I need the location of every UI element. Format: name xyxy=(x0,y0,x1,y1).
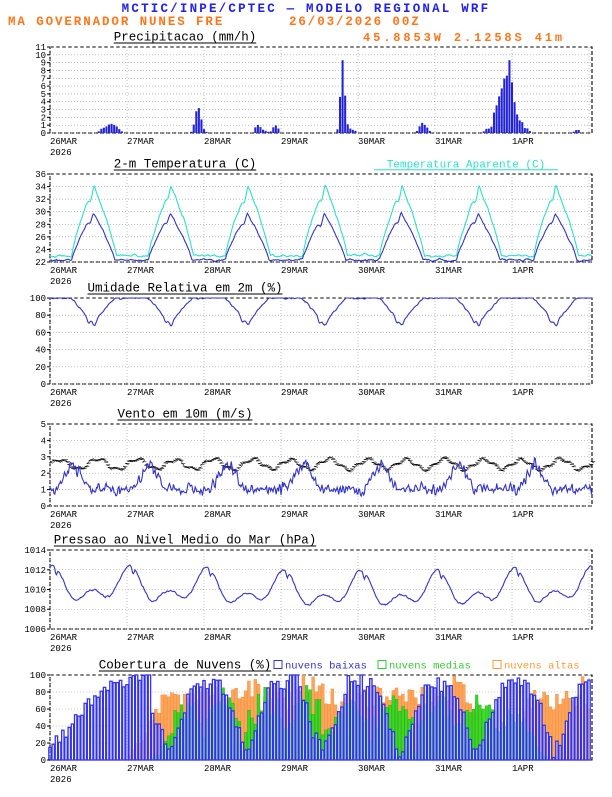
svg-text:nuvens baixas: nuvens baixas xyxy=(285,661,367,673)
svg-text:28MAR: 28MAR xyxy=(204,388,232,398)
svg-text:1006: 1006 xyxy=(24,625,46,635)
svg-text:1014: 1014 xyxy=(24,546,46,556)
svg-text:31MAR: 31MAR xyxy=(435,633,463,643)
svg-text:30MAR: 30MAR xyxy=(358,764,386,774)
svg-text:28MAR: 28MAR xyxy=(204,266,232,276)
svg-text:2026: 2026 xyxy=(50,148,72,158)
svg-text:29MAR: 29MAR xyxy=(281,510,309,520)
svg-text:30MAR: 30MAR xyxy=(358,510,386,520)
svg-text:29MAR: 29MAR xyxy=(281,633,309,643)
svg-text:11: 11 xyxy=(35,43,46,53)
svg-text:31MAR: 31MAR xyxy=(435,137,463,147)
svg-text:2026: 2026 xyxy=(50,775,72,785)
svg-text:100: 100 xyxy=(30,671,46,681)
svg-text:1APR: 1APR xyxy=(512,633,534,643)
svg-text:1APR: 1APR xyxy=(512,764,534,774)
svg-text:31MAR: 31MAR xyxy=(435,388,463,398)
svg-text:0: 0 xyxy=(41,502,46,512)
svg-text:2026: 2026 xyxy=(50,644,72,654)
svg-text:26MAR: 26MAR xyxy=(50,764,78,774)
svg-text:MCTIC/INPE/CPTEC — MODELO REGI: MCTIC/INPE/CPTEC — MODELO REGIONAL WRF xyxy=(122,2,491,16)
svg-text:80: 80 xyxy=(35,688,46,698)
svg-text:0: 0 xyxy=(41,380,46,390)
svg-text:40: 40 xyxy=(35,722,46,732)
svg-text:26MAR: 26MAR xyxy=(50,137,78,147)
svg-text:3: 3 xyxy=(41,453,46,463)
svg-text:Cobertura de Nuvens (%): Cobertura de Nuvens (%) xyxy=(99,659,272,673)
svg-text:30MAR: 30MAR xyxy=(358,388,386,398)
svg-text:1008: 1008 xyxy=(24,605,46,615)
svg-text:40: 40 xyxy=(35,346,46,356)
svg-text:26MAR: 26MAR xyxy=(50,510,78,520)
svg-text:31MAR: 31MAR xyxy=(435,764,463,774)
svg-text:26MAR: 26MAR xyxy=(50,633,78,643)
svg-text:29MAR: 29MAR xyxy=(281,266,309,276)
svg-text:26MAR: 26MAR xyxy=(50,266,78,276)
svg-text:27MAR: 27MAR xyxy=(127,633,155,643)
svg-text:32: 32 xyxy=(35,195,46,205)
svg-text:Umidade Relativa em 2m (%): Umidade Relativa em 2m (%) xyxy=(87,282,282,296)
svg-text:22: 22 xyxy=(35,258,46,268)
svg-text:28MAR: 28MAR xyxy=(204,764,232,774)
svg-text:1APR: 1APR xyxy=(512,388,534,398)
svg-text:29MAR: 29MAR xyxy=(281,137,309,147)
svg-text:2026: 2026 xyxy=(50,521,72,531)
svg-text:27MAR: 27MAR xyxy=(127,764,155,774)
svg-text:Pressao ao Nivel Medio do Mar: Pressao ao Nivel Medio do Mar (hPa) xyxy=(54,534,317,548)
svg-text:27MAR: 27MAR xyxy=(127,510,155,520)
svg-text:0: 0 xyxy=(41,756,46,766)
svg-text:24: 24 xyxy=(35,245,46,255)
svg-text:1: 1 xyxy=(41,486,46,496)
svg-text:5: 5 xyxy=(41,420,46,430)
svg-text:29MAR: 29MAR xyxy=(281,764,309,774)
svg-text:2-m Temperatura (C): 2-m Temperatura (C) xyxy=(114,158,257,172)
svg-text:34: 34 xyxy=(35,183,46,193)
svg-text:2026: 2026 xyxy=(50,399,72,409)
svg-text:60: 60 xyxy=(35,328,46,338)
svg-text:nuvens altas: nuvens altas xyxy=(504,661,580,673)
svg-text:Vento em 10m (m/s): Vento em 10m (m/s) xyxy=(117,408,252,422)
svg-text:28MAR: 28MAR xyxy=(204,510,232,520)
svg-text:31MAR: 31MAR xyxy=(435,266,463,276)
svg-text:30MAR: 30MAR xyxy=(358,266,386,276)
svg-text:36: 36 xyxy=(35,170,46,180)
svg-text:1012: 1012 xyxy=(24,566,46,576)
svg-text:30MAR: 30MAR xyxy=(358,137,386,147)
svg-text:20: 20 xyxy=(35,363,46,373)
svg-text:27MAR: 27MAR xyxy=(127,388,155,398)
svg-text:nuvens medias: nuvens medias xyxy=(389,661,471,673)
svg-text:28MAR: 28MAR xyxy=(204,633,232,643)
svg-text:2026: 2026 xyxy=(50,277,72,287)
svg-text:29MAR: 29MAR xyxy=(281,388,309,398)
svg-text:27MAR: 27MAR xyxy=(127,137,155,147)
svg-text:26/03/2026 00Z: 26/03/2026 00Z xyxy=(289,15,421,29)
svg-text:4: 4 xyxy=(41,436,46,446)
svg-text:1APR: 1APR xyxy=(512,510,534,520)
svg-text:45.8853W 2.1258S 41m: 45.8853W 2.1258S 41m xyxy=(363,31,565,45)
svg-text:1010: 1010 xyxy=(24,586,46,596)
svg-text:2: 2 xyxy=(41,469,46,479)
svg-text:26: 26 xyxy=(35,233,46,243)
svg-text:30: 30 xyxy=(35,208,46,218)
svg-text:MA GOVERNADOR NUNES FRE: MA GOVERNADOR NUNES FRE xyxy=(8,15,224,29)
svg-text:60: 60 xyxy=(35,705,46,715)
svg-text:31MAR: 31MAR xyxy=(435,510,463,520)
svg-text:26MAR: 26MAR xyxy=(50,388,78,398)
svg-text:1APR: 1APR xyxy=(512,266,534,276)
svg-text:30MAR: 30MAR xyxy=(358,633,386,643)
svg-text:27MAR: 27MAR xyxy=(127,266,155,276)
svg-text:28MAR: 28MAR xyxy=(204,137,232,147)
svg-text:Precipitacao (mm/h): Precipitacao (mm/h) xyxy=(114,31,257,45)
svg-text:20: 20 xyxy=(35,739,46,749)
svg-text:1APR: 1APR xyxy=(512,137,534,147)
svg-text:100: 100 xyxy=(30,294,46,304)
svg-text:80: 80 xyxy=(35,311,46,321)
svg-text:28: 28 xyxy=(35,220,46,230)
